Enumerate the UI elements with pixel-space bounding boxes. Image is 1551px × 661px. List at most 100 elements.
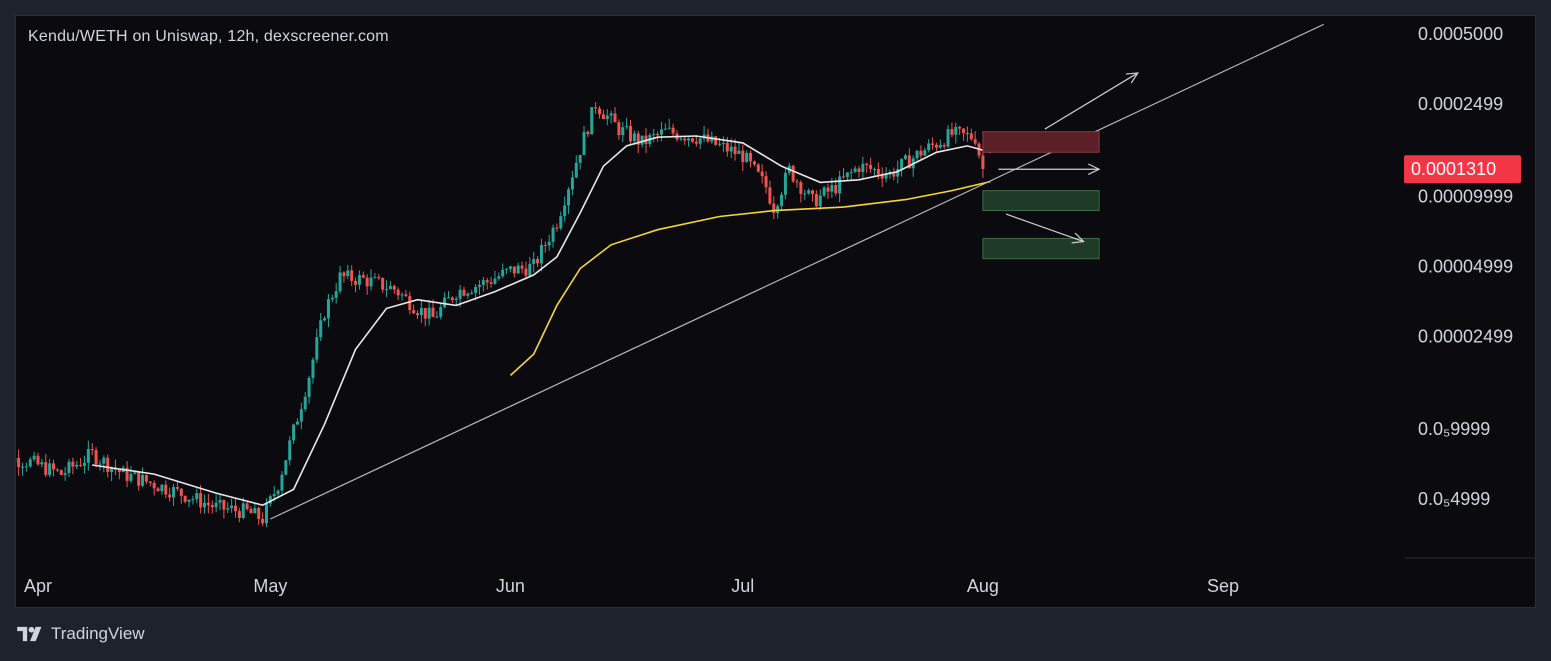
candle — [404, 289, 408, 297]
candle — [721, 136, 725, 152]
candle — [811, 189, 815, 202]
candle-body — [423, 308, 427, 319]
candle-body — [690, 138, 694, 142]
candle — [226, 502, 230, 514]
candle — [315, 328, 319, 364]
candle — [40, 459, 44, 468]
candle-body — [133, 472, 137, 474]
candle-body — [749, 152, 753, 162]
current-price-value: 0.0001310 — [1411, 159, 1496, 179]
candle — [822, 185, 826, 198]
candle — [423, 308, 427, 327]
tradingview-brand[interactable]: TradingView — [15, 624, 145, 644]
candle-body — [195, 493, 199, 500]
candle — [51, 459, 55, 477]
candle-body — [82, 462, 86, 466]
candle-body — [199, 493, 203, 508]
arrow-head — [1088, 163, 1101, 175]
candle-body — [385, 289, 389, 291]
candle — [67, 458, 71, 477]
candle-body — [551, 227, 555, 242]
candle — [338, 266, 342, 294]
candle-body — [811, 190, 815, 195]
candle-body — [292, 424, 296, 441]
candle-body — [396, 289, 400, 296]
candle — [206, 493, 210, 514]
candle — [210, 500, 214, 514]
y-tick-label: 0.00002499 — [1418, 327, 1513, 347]
candle — [334, 282, 338, 304]
candle — [82, 455, 86, 474]
support-zone — [982, 190, 1100, 212]
candle-body — [838, 176, 842, 194]
candle — [71, 457, 75, 475]
candle-body — [295, 421, 299, 425]
candle — [524, 261, 528, 280]
candle — [319, 313, 323, 341]
candle-body — [214, 502, 218, 508]
candle — [567, 187, 571, 215]
candle — [86, 440, 90, 471]
candle-body — [950, 129, 954, 135]
arrow — [998, 163, 1101, 175]
candle-body — [86, 449, 90, 463]
candle-body — [776, 205, 780, 214]
candle-body — [508, 266, 512, 269]
candle — [973, 131, 977, 146]
candle-body — [799, 182, 803, 194]
y-tick-label: 0.0005000 — [1418, 24, 1503, 44]
candle-body — [768, 187, 772, 204]
candle-body — [652, 134, 656, 136]
candle-body — [106, 457, 110, 473]
candle — [106, 454, 110, 478]
candle — [446, 291, 450, 299]
candle-body — [280, 474, 284, 491]
candle — [373, 273, 377, 279]
candle — [354, 277, 358, 293]
candle — [547, 234, 551, 251]
time-axis[interactable]: Apr May Jun Jul Aug Sep — [24, 576, 1239, 596]
candle — [357, 270, 361, 290]
candle — [396, 287, 400, 301]
candle — [295, 418, 299, 425]
candle-body — [206, 502, 210, 505]
candle — [59, 469, 63, 476]
candle-body — [168, 494, 172, 498]
candle-body — [493, 278, 497, 284]
candle-body — [489, 282, 493, 284]
candle-body — [323, 318, 327, 321]
candle-body — [547, 241, 551, 246]
candle — [24, 462, 28, 472]
candle-body — [756, 164, 760, 172]
candle-body — [721, 142, 725, 144]
y-tick-label: 0.00004999 — [1418, 257, 1513, 277]
candle — [63, 466, 67, 481]
candle-body — [346, 270, 350, 277]
candle-body — [435, 316, 439, 318]
candle — [861, 156, 865, 179]
candle-body — [443, 297, 447, 308]
chart-panel[interactable]: 0.0005000 0.0002499 0.00009999 0.00004999 0.… — [15, 15, 1536, 608]
candle-body — [733, 146, 737, 155]
candle — [760, 164, 764, 184]
candle — [532, 251, 536, 273]
candle — [598, 106, 602, 119]
resistance-zone — [982, 131, 1100, 153]
candle — [485, 277, 489, 290]
candle — [814, 190, 818, 208]
candle — [346, 264, 350, 280]
candle-body — [834, 185, 838, 194]
candle-body — [44, 462, 48, 475]
price-axis[interactable]: 0.0005000 0.0002499 0.00009999 0.00004999 0.… — [1404, 24, 1535, 559]
candle-body — [222, 500, 226, 510]
candle — [230, 498, 234, 513]
candle-body — [416, 313, 420, 316]
candle-body — [191, 499, 195, 501]
candle — [609, 110, 613, 124]
candle-body — [497, 276, 501, 279]
candle-body — [450, 297, 454, 301]
candle-body — [958, 126, 962, 129]
price-chart[interactable]: 0.0005000 0.0002499 0.00009999 0.00004999 0.… — [16, 16, 1535, 607]
candle — [385, 280, 389, 297]
candle-body — [780, 194, 784, 206]
